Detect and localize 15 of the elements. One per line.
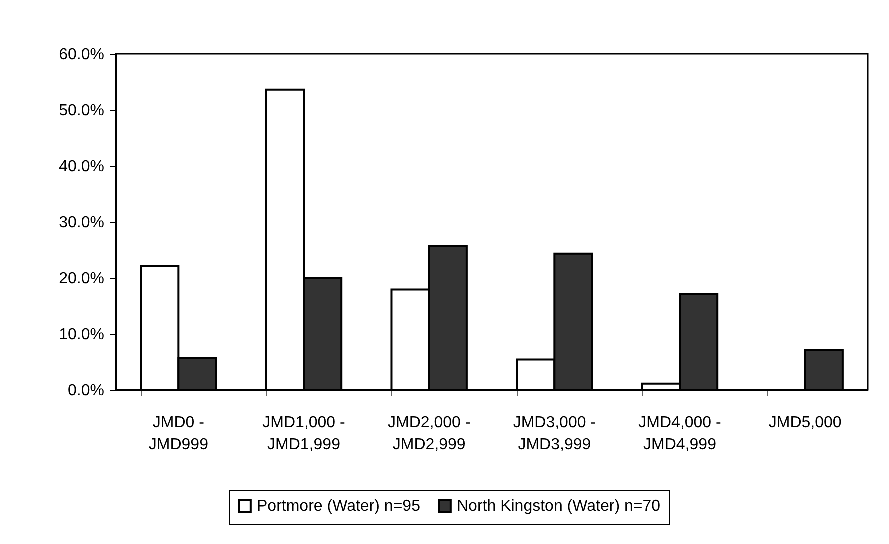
x-tick-label: JMD4,000 - JMD4,999 <box>638 414 722 454</box>
x-tick-label: JMD2,000 - JMD2,999 <box>388 414 471 454</box>
y-tick-label: 40.0% <box>59 158 104 176</box>
y-tick-label: 50.0% <box>59 102 104 120</box>
x-tick-label: JMD1,000 - JMD1,999 <box>262 414 346 454</box>
x-tick-label: JMD5,000 <box>768 414 842 432</box>
y-tick-label: 30.0% <box>59 214 104 232</box>
x-tick-label: JMD3,000 - JMD3,999 <box>513 414 596 454</box>
x-tick-label: JMD0 - JMD999 <box>148 414 209 454</box>
y-tick-label: 0.0% <box>68 382 104 400</box>
legend-label: North Kingston (Water) n=70 <box>457 498 661 516</box>
y-tick-label: 10.0% <box>59 326 104 344</box>
legend-label: Portmore (Water) n=95 <box>257 498 421 516</box>
y-tick-label: 20.0% <box>59 270 104 288</box>
y-tick-label: 60.0% <box>59 46 104 64</box>
